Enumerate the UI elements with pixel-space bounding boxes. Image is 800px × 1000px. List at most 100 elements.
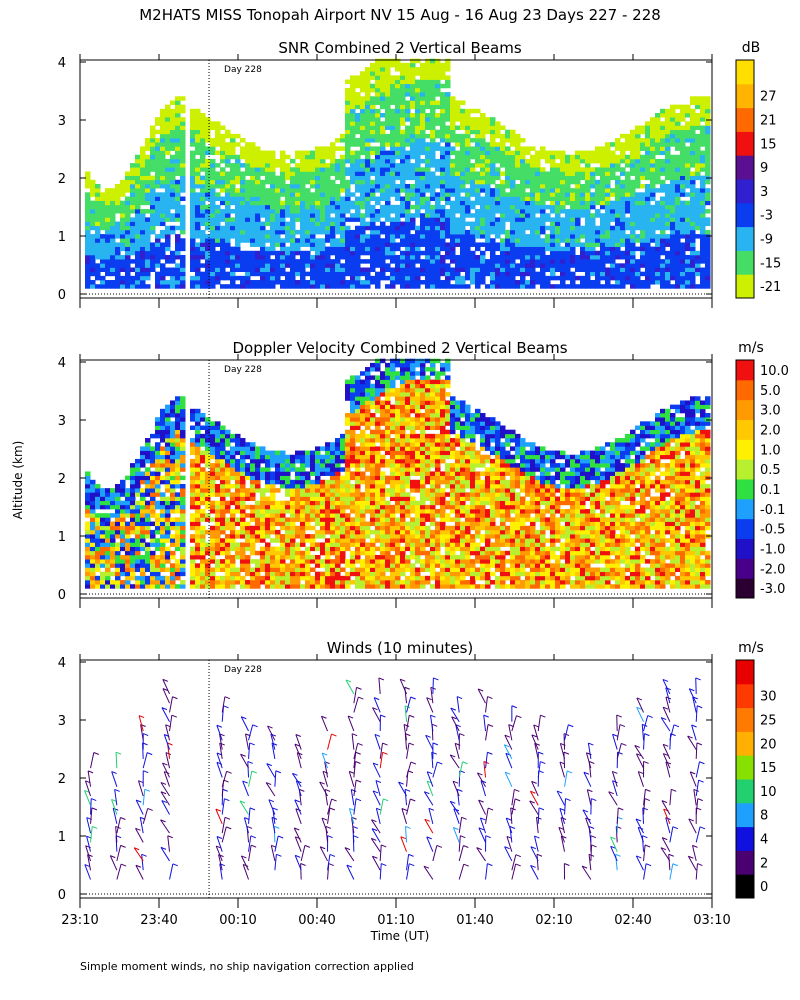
- field-cell: [680, 250, 686, 256]
- field-cell: [345, 92, 351, 97]
- field-cell: [690, 229, 696, 235]
- field-cell: [640, 146, 646, 151]
- field-cell: [85, 584, 91, 589]
- field-cell: [690, 150, 696, 156]
- field-cell: [380, 146, 386, 151]
- field-cell: [95, 580, 101, 585]
- field-cell: [365, 204, 371, 210]
- field-cell: [160, 129, 166, 135]
- field-cell: [430, 175, 436, 181]
- field-cell: [320, 254, 326, 260]
- field-cell: [170, 158, 176, 164]
- field-cell: [385, 179, 391, 185]
- field-cell: [135, 517, 141, 522]
- field-cell: [645, 263, 651, 268]
- field-cell: [705, 121, 711, 126]
- field-cell: [475, 263, 481, 268]
- field-cell: [430, 104, 436, 110]
- field-cell: [240, 175, 246, 181]
- field-cell: [100, 513, 106, 518]
- field-cell: [525, 200, 531, 206]
- field-cell: [190, 129, 196, 135]
- field-cell: [265, 275, 271, 281]
- field-cell: [190, 196, 196, 202]
- field-cell: [665, 188, 671, 193]
- field-cell: [665, 204, 671, 210]
- field-cell: [375, 138, 381, 143]
- field-cell: [485, 209, 491, 214]
- field-cell: [85, 488, 91, 493]
- field-cell: [300, 254, 306, 260]
- field-cell: [180, 104, 186, 110]
- field-cell: [85, 234, 91, 239]
- field-cell: [105, 488, 111, 493]
- field-cell: [405, 104, 411, 110]
- field-cell: [180, 108, 186, 114]
- field-cell: [395, 79, 401, 85]
- field-cell: [155, 117, 161, 122]
- field-cell: [265, 196, 271, 202]
- field-cell: [235, 133, 241, 139]
- field-cell: [165, 421, 171, 426]
- field-cell: [620, 171, 626, 176]
- field-cell: [445, 200, 451, 206]
- field-cell: [425, 217, 431, 222]
- field-cell: [560, 271, 566, 277]
- field-cell: [595, 254, 601, 260]
- field-cell: [675, 133, 681, 139]
- field-cell: [635, 263, 641, 268]
- field-cell: [690, 133, 696, 139]
- field-cell: [240, 238, 246, 243]
- field-cell: [180, 129, 186, 135]
- field-cell: [665, 129, 671, 135]
- field-cell: [315, 238, 321, 243]
- field-cell: [250, 146, 256, 151]
- field-cell: [335, 196, 341, 202]
- field-cell: [280, 200, 286, 206]
- field-cell: [350, 133, 356, 139]
- field-cell: [545, 154, 551, 160]
- field-cell: [460, 242, 466, 247]
- field-cell: [280, 217, 286, 222]
- field-cell: [90, 580, 96, 585]
- field-cell: [160, 217, 166, 222]
- field-cell: [480, 112, 486, 118]
- field-cell: [415, 108, 421, 114]
- field-cell: [255, 242, 261, 247]
- field-cell: [440, 163, 446, 168]
- field-cell: [255, 267, 261, 272]
- field-cell: [130, 188, 136, 193]
- field-cell: [350, 125, 356, 131]
- field-cell: [560, 275, 566, 281]
- field-cell: [140, 163, 146, 168]
- field-cell: [505, 238, 511, 243]
- field-cell: [165, 538, 171, 543]
- field-cell: [680, 133, 686, 139]
- field-cell: [490, 238, 496, 243]
- field-cell: [650, 183, 656, 189]
- field-cell: [120, 563, 126, 568]
- field-cell: [455, 108, 461, 114]
- field-cell: [660, 163, 666, 168]
- field-cell: [145, 467, 151, 472]
- field-cell: [440, 242, 446, 247]
- field-cell: [675, 146, 681, 151]
- field-cell: [390, 92, 396, 97]
- field-cell: [355, 104, 361, 110]
- field-cell: [215, 209, 221, 214]
- field-cell: [145, 559, 151, 564]
- field-cell: [500, 238, 506, 243]
- field-cell: [585, 196, 591, 202]
- field-cell: [500, 284, 506, 289]
- field-cell: [390, 246, 396, 252]
- field-cell: [495, 259, 501, 264]
- field-cell: [375, 280, 381, 285]
- field-cell: [145, 454, 151, 460]
- field-cell: [635, 271, 641, 277]
- field-cell: [130, 209, 136, 214]
- field-cell: [665, 112, 671, 118]
- field-cell: [355, 259, 361, 264]
- field-cell: [140, 275, 146, 281]
- field-cell: [110, 500, 116, 506]
